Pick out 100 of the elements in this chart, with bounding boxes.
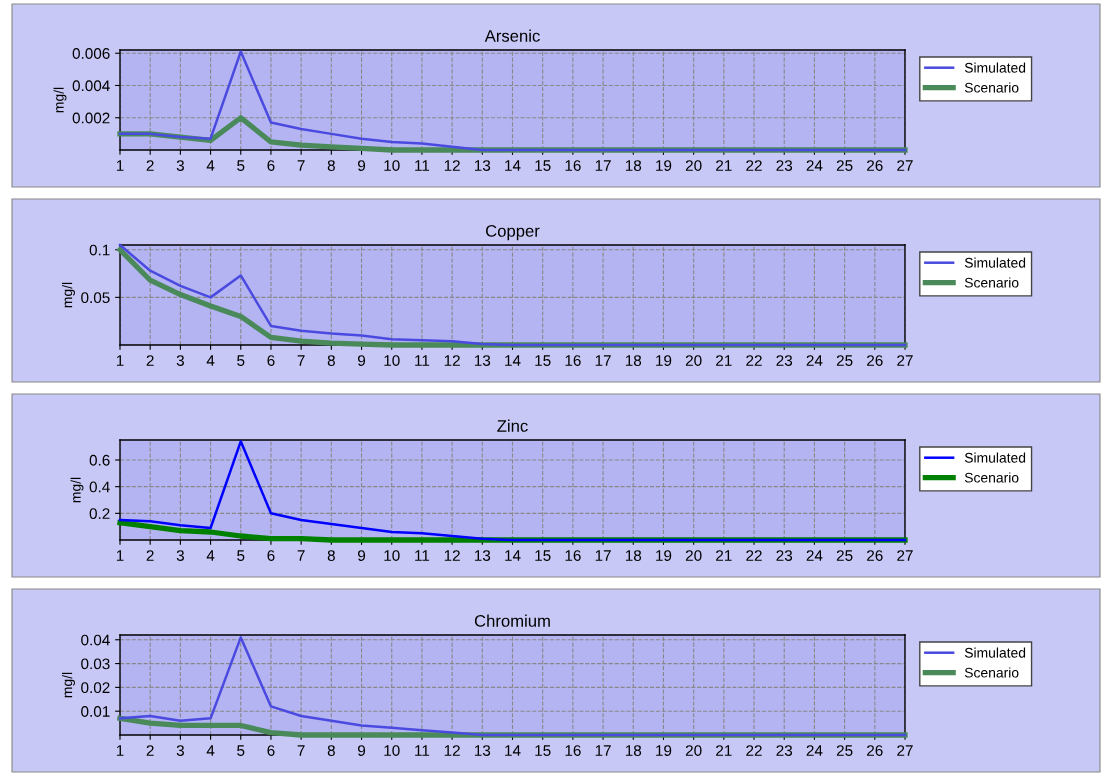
y-tick-label: 0.006 xyxy=(72,48,110,59)
x-tick-label: 7 xyxy=(297,355,305,366)
x-tick-label: 8 xyxy=(327,160,335,171)
x-tick-label: 22 xyxy=(746,550,762,561)
x-tick-label: 14 xyxy=(505,355,521,366)
x-tick-label: 15 xyxy=(535,550,551,561)
x-tick-label: 3 xyxy=(176,355,184,366)
x-tick-label: 22 xyxy=(746,355,762,366)
x-tick-label: 14 xyxy=(505,745,521,756)
x-tick-label: 10 xyxy=(384,550,400,561)
x-tick-label: 7 xyxy=(297,745,305,756)
x-tick-label: 20 xyxy=(685,160,702,171)
x-tick-label: 13 xyxy=(474,550,491,561)
x-tick-label: 18 xyxy=(625,355,642,366)
x-tick-label: 9 xyxy=(358,550,366,561)
x-tick-label: 24 xyxy=(806,160,823,171)
x-tick-label: 2 xyxy=(146,550,154,561)
y-tick-label: 0.6 xyxy=(89,454,110,466)
x-tick-label: 13 xyxy=(474,745,491,756)
y-tick-label: 0.002 xyxy=(72,112,110,124)
x-tick-label: 2 xyxy=(146,745,154,756)
x-tick-label: 8 xyxy=(327,745,335,756)
x-tick-label: 20 xyxy=(685,745,702,756)
x-tick-label: 9 xyxy=(358,745,366,756)
x-tick-label: 6 xyxy=(267,745,275,756)
x-tick-label: 5 xyxy=(237,160,245,171)
x-tick-label: 20 xyxy=(685,355,702,366)
x-tick-label: 23 xyxy=(776,160,793,171)
chart-title: Chromium xyxy=(474,614,550,627)
x-tick-label: 24 xyxy=(806,745,823,756)
x-tick-label: 27 xyxy=(897,745,913,756)
x-tick-label: 10 xyxy=(384,355,400,366)
x-tick-label: 11 xyxy=(415,160,430,171)
x-tick-label: 11 xyxy=(415,355,430,366)
x-tick-label: 1 xyxy=(116,550,124,561)
x-tick-label: 5 xyxy=(237,550,245,561)
y-tick-label: 0.02 xyxy=(81,682,110,694)
y-axis-title: mg/l xyxy=(70,477,84,503)
x-tick-label: 12 xyxy=(444,745,460,756)
x-tick-label: 3 xyxy=(176,550,184,561)
x-tick-label: 8 xyxy=(327,550,335,561)
x-tick-label: 13 xyxy=(474,355,491,366)
x-tick-label: 12 xyxy=(444,550,460,561)
y-tick-label: 0.03 xyxy=(81,658,110,670)
y-tick-label: 0.1 xyxy=(89,244,110,256)
y-axis-title: mg/l xyxy=(62,282,75,308)
x-tick-label: 24 xyxy=(806,550,823,561)
x-tick-label: 3 xyxy=(176,160,184,171)
x-tick-label: 4 xyxy=(206,355,215,366)
x-tick-label: 7 xyxy=(297,160,305,171)
x-tick-label: 16 xyxy=(565,550,581,561)
x-tick-label: 1 xyxy=(116,160,124,171)
x-tick-label: 2 xyxy=(146,355,154,366)
x-tick-label: 4 xyxy=(206,160,215,171)
x-tick-label: 12 xyxy=(444,160,460,171)
x-tick-label: 26 xyxy=(867,160,883,171)
x-tick-label: 18 xyxy=(625,160,642,171)
x-tick-label: 13 xyxy=(474,160,491,171)
x-tick-label: 12 xyxy=(444,355,460,366)
x-tick-label: 16 xyxy=(565,355,581,366)
x-tick-label: 9 xyxy=(358,160,366,171)
legend-label: Scenario xyxy=(964,277,1019,288)
x-tick-label: 11 xyxy=(415,550,430,561)
y-tick-label: 0.01 xyxy=(81,706,110,717)
x-tick-label: 4 xyxy=(206,550,215,561)
x-tick-label: 8 xyxy=(327,355,335,366)
chart-title: Copper xyxy=(486,225,540,241)
x-tick-label: 10 xyxy=(384,160,400,171)
x-tick-label: 17 xyxy=(595,160,611,171)
x-tick-label: 6 xyxy=(267,160,275,171)
x-tick-label: 22 xyxy=(746,160,762,171)
x-tick-label: 5 xyxy=(237,355,245,366)
chart-title: Arsenic xyxy=(484,29,540,42)
x-tick-label: 16 xyxy=(565,160,581,171)
x-tick-label: 17 xyxy=(595,745,611,756)
x-tick-label: 21 xyxy=(716,355,732,366)
y-axis-title: mg/l xyxy=(62,672,75,698)
legend-label: Scenario xyxy=(964,82,1019,93)
x-tick-label: 23 xyxy=(776,745,793,756)
x-tick-label: 27 xyxy=(897,160,913,171)
legend-label: Simulated xyxy=(964,452,1026,463)
x-tick-label: 1 xyxy=(116,745,124,756)
x-tick-label: 25 xyxy=(836,745,853,756)
x-tick-label: 23 xyxy=(776,355,793,366)
x-tick-label: 26 xyxy=(867,745,883,756)
x-tick-label: 18 xyxy=(625,745,642,756)
legend-label: Simulated xyxy=(964,257,1026,268)
x-tick-label: 19 xyxy=(656,160,672,171)
x-tick-label: 19 xyxy=(656,355,672,366)
y-tick-label: 0.04 xyxy=(81,634,110,646)
x-tick-label: 18 xyxy=(625,550,642,561)
x-tick-label: 19 xyxy=(656,745,672,756)
x-tick-label: 17 xyxy=(595,355,611,366)
x-tick-label: 15 xyxy=(535,355,551,366)
legend-label: Scenario xyxy=(964,472,1019,483)
legend-label: Simulated xyxy=(964,647,1026,658)
x-tick-label: 2 xyxy=(146,160,154,171)
x-tick-label: 7 xyxy=(297,550,305,561)
x-tick-label: 3 xyxy=(176,745,184,756)
x-tick-label: 11 xyxy=(415,745,430,756)
